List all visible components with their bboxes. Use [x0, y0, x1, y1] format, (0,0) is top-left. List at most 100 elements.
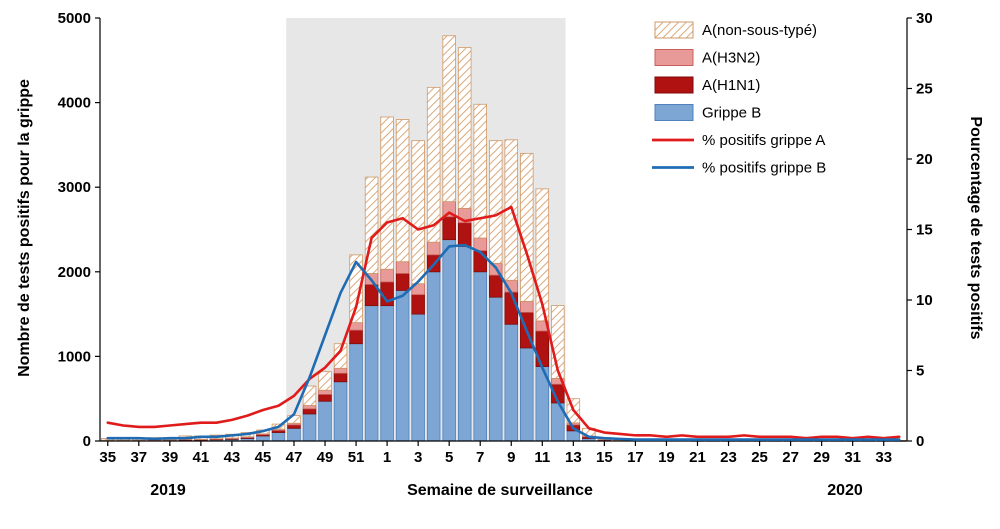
x-axis-year-2019: 2019 [150, 482, 186, 499]
svg-text:49: 49 [317, 449, 334, 466]
bar-segment-a-h1n1 [457, 222, 472, 247]
bar-segment-a-non-sous-type [488, 140, 503, 264]
svg-text:2000: 2000 [58, 264, 91, 281]
bar-segment-grippe-b [395, 290, 410, 442]
svg-text:5000: 5000 [58, 10, 91, 27]
bar-segment-a-h1n1 [287, 424, 301, 429]
x-axis-title: Semaine de surveillance [407, 482, 593, 499]
svg-text:5: 5 [445, 449, 453, 466]
svg-text:15: 15 [916, 222, 933, 239]
svg-text:23: 23 [720, 449, 737, 466]
legend-swatch-a-h1n1 [654, 76, 694, 94]
bar-segment-grippe-b [380, 305, 394, 442]
svg-text:7: 7 [476, 449, 484, 466]
svg-text:1: 1 [383, 449, 391, 466]
bar-segment-grippe-b [488, 296, 503, 442]
svg-text:27: 27 [782, 449, 799, 466]
bar-segment-grippe-b [333, 381, 348, 442]
svg-text:51: 51 [348, 449, 365, 466]
svg-text:20: 20 [916, 151, 933, 168]
bar-segment-a-h1n1 [318, 394, 332, 402]
bar-segment-grippe-b [520, 347, 534, 442]
bar-segment-grippe-b [442, 239, 456, 442]
svg-text:30: 30 [916, 10, 933, 27]
bar-segment-a-non-sous-type [535, 188, 550, 322]
svg-text:13: 13 [565, 449, 582, 466]
svg-text:29: 29 [813, 449, 830, 466]
bar-segment-a-h3n2 [349, 322, 363, 331]
bar-segment-a-non-sous-type [380, 116, 394, 270]
svg-text:1000: 1000 [58, 348, 91, 365]
svg-text:39: 39 [161, 449, 178, 466]
svg-text:35: 35 [99, 449, 116, 466]
bar-segment-a-h1n1 [349, 329, 363, 345]
svg-text:37: 37 [130, 449, 147, 466]
legend-label: A(H1N1) [702, 77, 760, 94]
bar-segment-grippe-b [256, 435, 270, 442]
bar-segment-a-h3n2 [395, 261, 410, 274]
svg-text:41: 41 [193, 449, 210, 466]
legend-swatch-a-h3n2 [654, 49, 694, 66]
bar-segment-grippe-b [287, 427, 301, 442]
bar-segment-a-non-sous-type [457, 47, 472, 209]
bar-segment-grippe-b [318, 400, 332, 442]
legend-label: % positifs grippe B [702, 160, 826, 177]
svg-text:21: 21 [689, 449, 706, 466]
bar-segment-a-non-sous-type [426, 86, 441, 243]
bar-segment-a-h3n2 [333, 367, 348, 374]
bar-segment-a-h1n1 [302, 408, 317, 415]
svg-text:47: 47 [286, 449, 303, 466]
bar-segment-a-non-sous-type [473, 103, 487, 239]
legend-label: Grippe B [702, 105, 761, 122]
bar-segment-a-h3n2 [520, 301, 534, 313]
bar-segment-a-h1n1 [535, 330, 550, 367]
bar-segment-grippe-b [426, 271, 441, 442]
bar-segment-a-h3n2 [318, 389, 332, 395]
right-axis-title: Pourcentage de tests positifs [967, 116, 984, 340]
svg-text:0: 0 [83, 433, 91, 450]
bar-segment-a-non-sous-type [318, 371, 332, 391]
svg-text:25: 25 [751, 449, 768, 466]
svg-text:15: 15 [596, 449, 613, 466]
legend-label: A(H3N2) [702, 50, 760, 67]
svg-text:19: 19 [658, 449, 675, 466]
svg-text:25: 25 [916, 81, 933, 98]
svg-text:3000: 3000 [58, 179, 91, 196]
bar-segment-a-non-sous-type [349, 254, 363, 323]
svg-text:31: 31 [844, 449, 861, 466]
bar-segment-a-h3n2 [426, 241, 441, 256]
bar-segment-grippe-b [504, 323, 519, 442]
svg-text:4000: 4000 [58, 95, 91, 112]
legend: A(non-sous-typé) A(H3N2) A(H1N1) Grippe B % … [652, 21, 826, 177]
legend-label: % positifs grippe A [702, 132, 825, 149]
bar-segment-grippe-b [271, 432, 286, 442]
bar-segment-grippe-b [457, 246, 472, 442]
legend-swatch-grippe-b [654, 104, 694, 121]
line-pct-grippe-a [106, 205, 901, 440]
svg-text:10: 10 [916, 292, 933, 309]
bar-segment-a-h1n1 [488, 274, 503, 298]
x-axis-year-2020: 2020 [827, 482, 863, 499]
legend-label: A(non-sous-typé) [702, 22, 817, 39]
bar-segment-grippe-b [473, 271, 487, 442]
svg-text:43: 43 [224, 449, 241, 466]
svg-text:33: 33 [875, 449, 892, 466]
bar-segment-a-h1n1 [395, 273, 410, 291]
svg-text:5: 5 [916, 363, 924, 380]
svg-text:0: 0 [916, 433, 924, 450]
legend-swatch-a-non-sous-type [654, 21, 694, 39]
svg-text:3: 3 [414, 449, 422, 466]
bar-segment-grippe-b [349, 343, 363, 442]
bar-segment-a-h1n1 [411, 294, 425, 315]
bar-segment-a-h1n1 [504, 291, 519, 325]
svg-text:45: 45 [255, 449, 272, 466]
bar-segment-a-non-sous-type [520, 152, 534, 302]
svg-text:11: 11 [534, 449, 550, 466]
bar-segment-a-non-sous-type [395, 119, 410, 263]
bar-segment-grippe-b [566, 430, 581, 442]
bar-segment-a-non-sous-type [442, 35, 456, 202]
bar-segment-a-h1n1 [333, 372, 348, 383]
